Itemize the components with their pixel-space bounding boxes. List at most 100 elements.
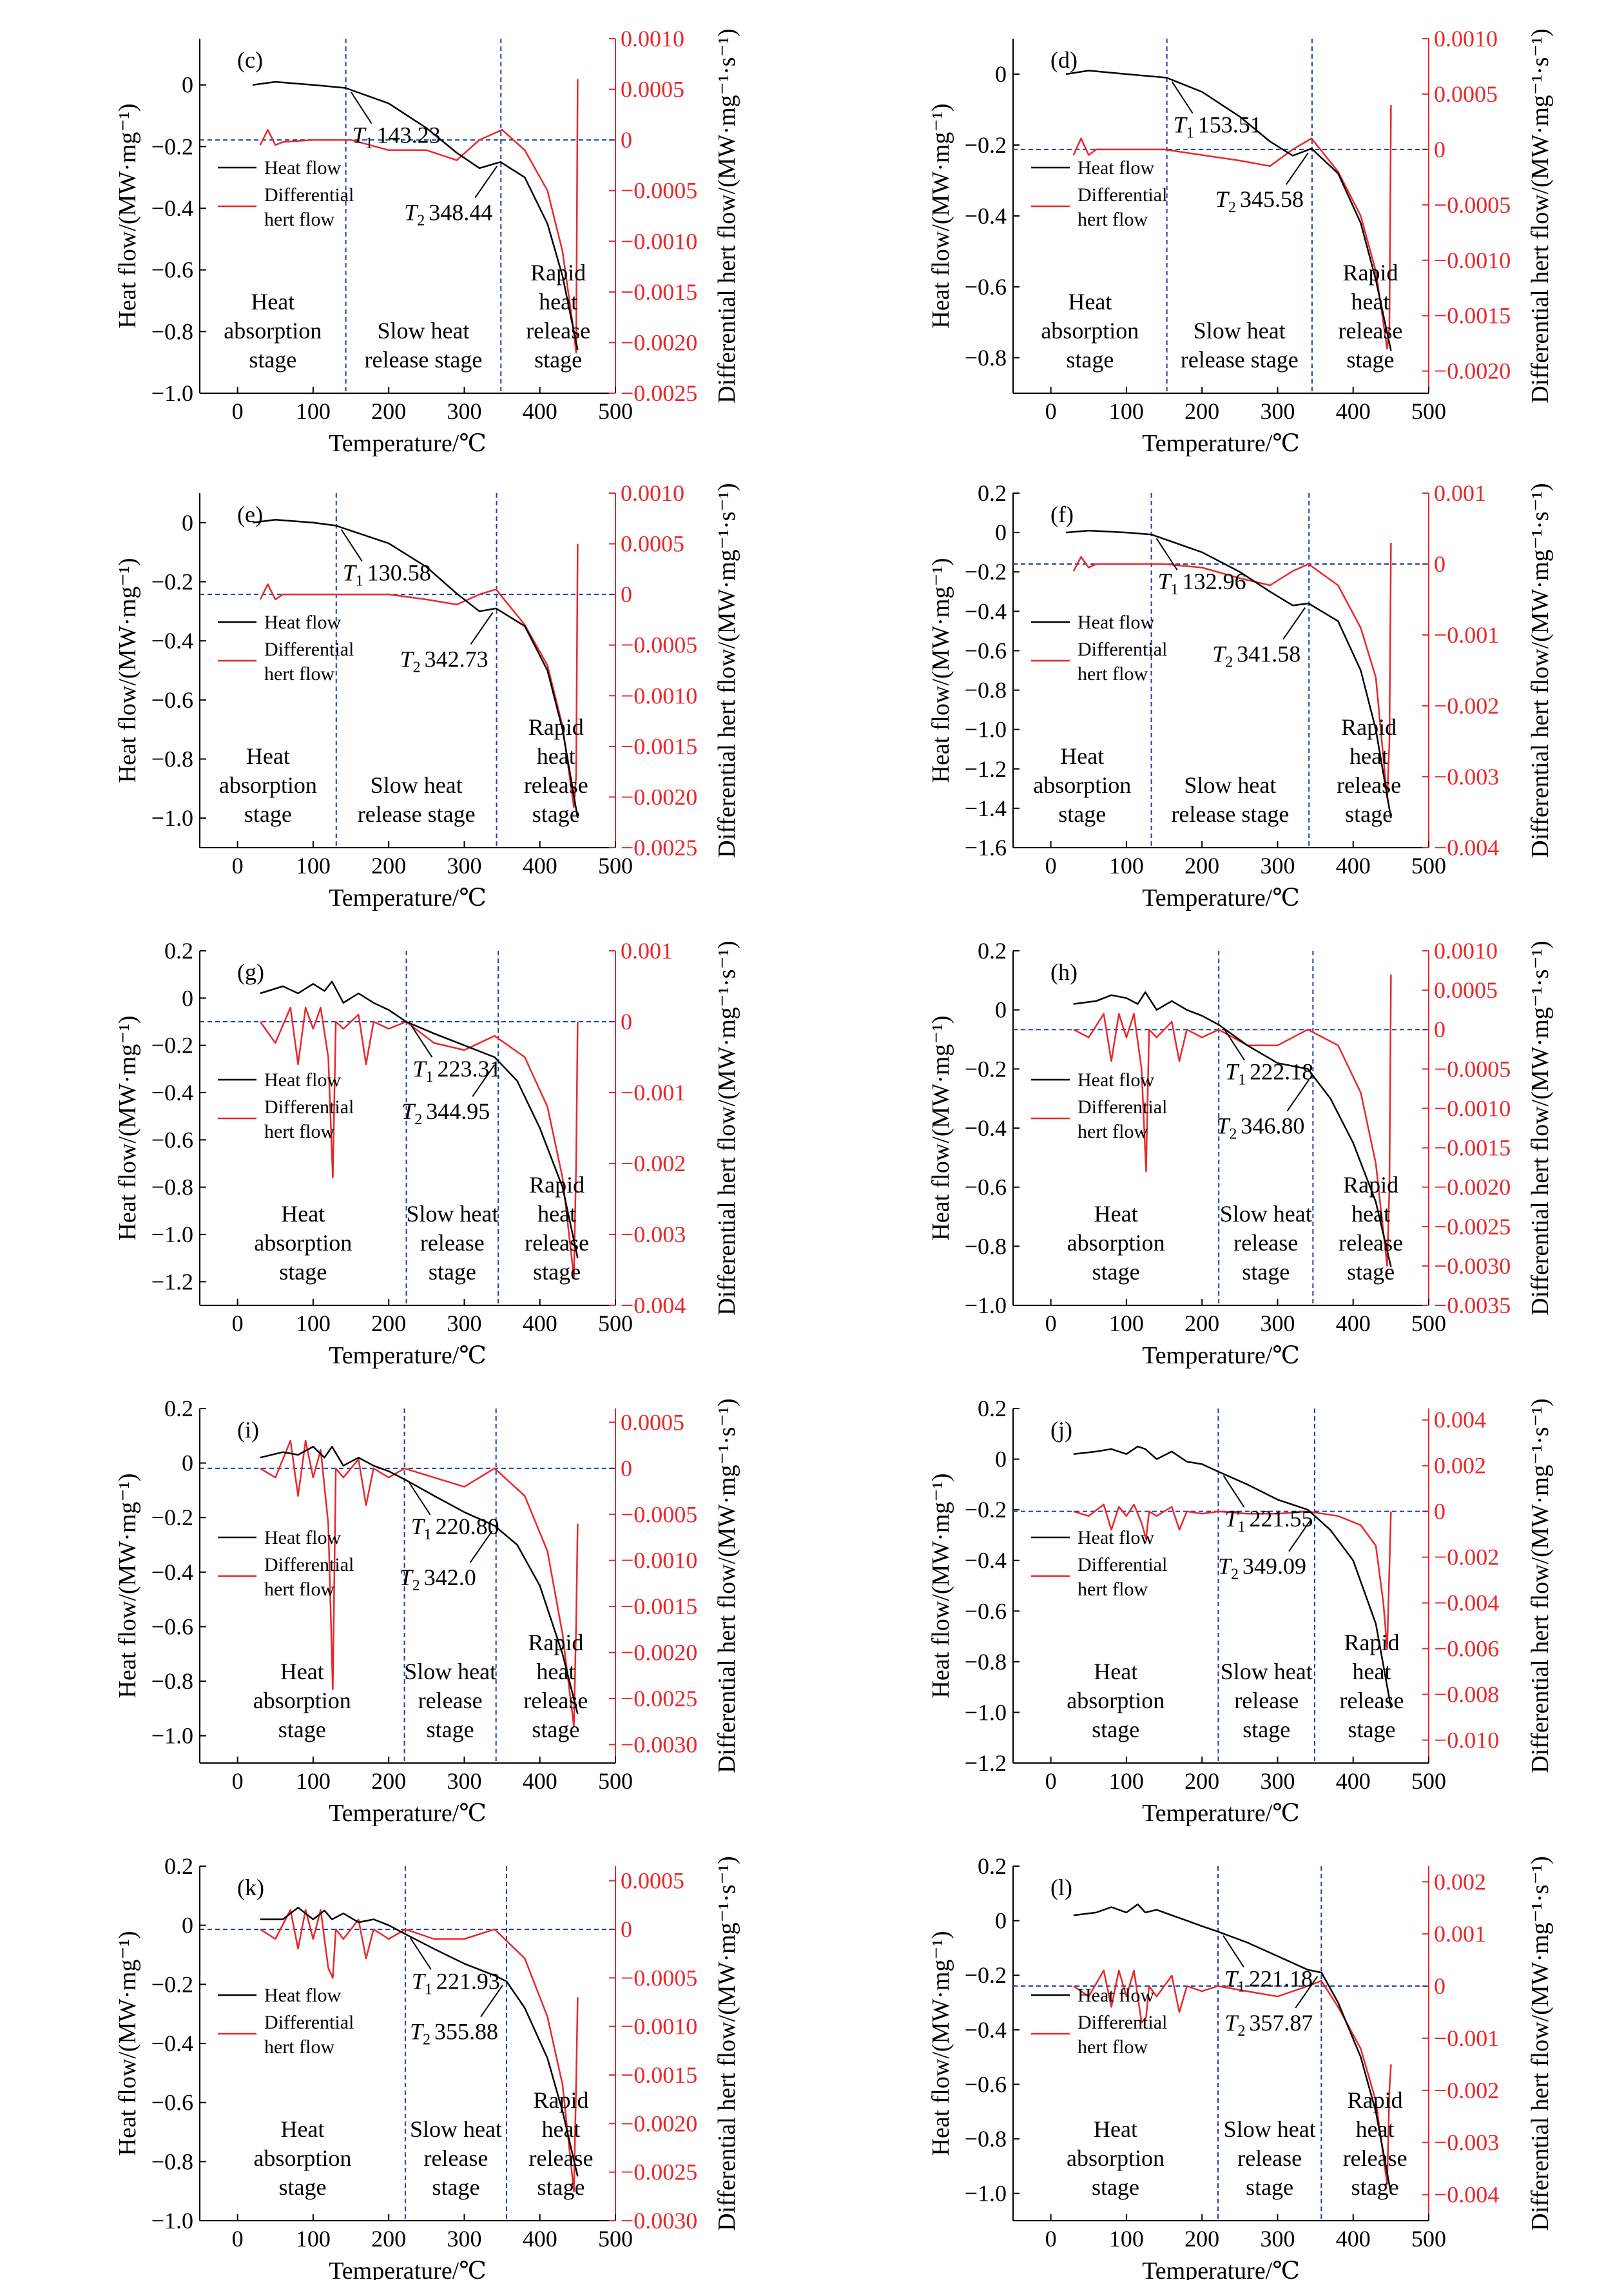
legend-heat-label: Heat flow: [1078, 157, 1154, 179]
stage-label: release: [524, 772, 588, 798]
x-tick-label: 100: [1109, 1311, 1144, 1336]
y2-tick-label: −0.0010: [621, 1548, 697, 1574]
legend-heat-label: Heat flow: [1078, 1985, 1154, 2006]
T1-annotation: T1 221.18: [1224, 1966, 1313, 1996]
x-tick-label: 500: [598, 398, 633, 424]
x-tick-label: 100: [1109, 853, 1144, 879]
y2-tick-label: −0.0025: [621, 2159, 697, 2185]
y2-tick-label: −0.008: [1434, 1682, 1499, 1708]
T2-subscript: 2: [414, 1111, 422, 1128]
T2-symbol: T: [1212, 641, 1227, 667]
y-axis-label: Heat flow/(MW·mg⁻¹): [114, 1931, 141, 2156]
T1-value: 143.23: [377, 122, 441, 148]
y2-tick-label: −0.0025: [1434, 1214, 1511, 1240]
x-tick-label: 500: [598, 853, 633, 879]
y2-tick-label: 0.0010: [621, 26, 684, 52]
y2-tick-label: −0.0015: [1434, 1135, 1511, 1161]
y-tick-label: −1.2: [965, 756, 1007, 782]
y-tick-label: −0.4: [965, 1115, 1007, 1141]
T1-annotation: T1 221.93: [412, 1968, 500, 1998]
y2-tick-label: 0: [1434, 137, 1445, 162]
T2-symbol: T: [400, 1564, 414, 1590]
stage-label: release: [1237, 2145, 1302, 2171]
T1-symbol: T: [1225, 1059, 1240, 1085]
T1-arrow: [1171, 81, 1194, 114]
legend-heat-label: Heat flow: [264, 1985, 341, 2006]
y-tick-label: −0.6: [965, 638, 1007, 663]
y-tick-label: 0: [995, 520, 1007, 545]
T2-symbol: T: [1224, 2010, 1239, 2036]
legend-heat-label: Heat flow: [264, 1069, 341, 1091]
stage-label: Heat: [1094, 1659, 1137, 1684]
x-tick-label: 500: [598, 2226, 633, 2252]
x-axis-label: Temperature/℃: [1142, 2257, 1300, 2280]
stage-label: absorption: [254, 1230, 352, 1256]
y2-tick-label: −0.001: [621, 1080, 686, 1106]
stage-label: Heat: [281, 1201, 325, 1227]
x-tick-label: 300: [447, 1311, 481, 1336]
chart-panel-h: 0 100 200 300 400 500 0.2 0 −0.2 −0.4 −0.6 −0.8 −1.0…: [927, 938, 1554, 1369]
y2-tick-label: 0: [621, 581, 632, 607]
x-tick-label: 100: [296, 398, 331, 424]
y2-tick-label: 0: [1434, 1017, 1445, 1042]
stage-label: release: [529, 2145, 594, 2171]
y2-tick-label: −0.0005: [621, 1501, 697, 1527]
y2-axis-label: Differential hert flow/(MW·mg⁻¹·s⁻¹): [1527, 28, 1554, 403]
T1-subscript: 1: [1237, 1519, 1245, 1535]
y-tick-label: −0.6: [965, 274, 1007, 300]
y-tick-label: −0.6: [151, 1127, 193, 1153]
stage-label: stage: [429, 1259, 476, 1285]
y-tick-label: −0.2: [151, 1505, 193, 1530]
T2-value: 355.88: [434, 2019, 498, 2045]
x-tick-label: 100: [296, 1768, 331, 1794]
stage-label: Heat: [1094, 2116, 1137, 2142]
stage-label: Slow heat: [371, 772, 463, 798]
y-tick-label: −0.8: [965, 345, 1007, 371]
y2-axis-label: Differential hert flow/(MW·mg⁻¹·s⁻¹): [713, 1398, 740, 1773]
stage-label: Heat: [1060, 743, 1104, 769]
stage-label: release: [420, 1230, 485, 1256]
x-tick-label: 500: [1411, 853, 1446, 879]
y-axis-label: Heat flow/(MW·mg⁻¹): [927, 1931, 954, 2156]
heat-flow-line: [252, 81, 579, 351]
T1-symbol: T: [411, 1514, 426, 1539]
x-tick-label: 200: [371, 2226, 406, 2252]
T1-annotation: T1 153.51: [1174, 112, 1262, 142]
T1-subscript: 1: [426, 1069, 434, 1086]
y2-tick-label: 0.0005: [621, 1409, 684, 1435]
y-tick-label: 0.2: [164, 1853, 193, 1879]
x-tick-label: 100: [296, 2226, 331, 2252]
legend-diff-label: Differential: [1078, 639, 1167, 660]
y2-tick-label: −0.0005: [621, 632, 697, 658]
stage-label: release: [1233, 1230, 1298, 1256]
x-tick-label: 300: [1260, 398, 1295, 424]
y-tick-label: −0.2: [965, 1962, 1007, 1988]
stage-label: stage: [278, 1717, 326, 1742]
stage-label: absorption: [1041, 318, 1139, 344]
y2-axis-label: Differential hert flow/(MW·mg⁻¹·s⁻¹): [713, 483, 740, 857]
y-tick-label: 0: [995, 1447, 1007, 1472]
stage-label: stage: [1351, 2174, 1399, 2200]
T1-symbol: T: [353, 122, 367, 148]
legend-diff-label: Differential: [264, 184, 354, 206]
x-tick-label: 300: [1260, 1311, 1295, 1336]
stage-label: release stage: [358, 801, 476, 827]
T2-subscript: 2: [1237, 2023, 1245, 2040]
stage-label: stage: [1345, 801, 1393, 827]
y-axis-label: Heat flow/(MW·mg⁻¹): [927, 558, 954, 783]
stage-label: release stage: [1181, 347, 1299, 373]
y2-axis-label: Differential hert flow/(MW·mg⁻¹·s⁻¹): [1527, 483, 1554, 857]
heat-flow-line: [1073, 991, 1392, 1267]
stage-label: Rapid: [528, 1630, 583, 1655]
stage-label: heat: [1356, 2116, 1395, 2142]
stage-label: heat: [539, 289, 577, 315]
T2-subscript: 2: [423, 2032, 430, 2049]
y-axis-label: Heat flow/(MW·mg⁻¹): [927, 103, 954, 328]
x-tick-label: 300: [447, 2226, 481, 2252]
y-tick-label: −0.6: [151, 257, 193, 283]
y-tick-label: 0: [995, 61, 1007, 87]
y-tick-label: −0.4: [151, 1559, 193, 1585]
y2-tick-label: −0.0020: [621, 784, 697, 810]
legend-diff-label: Differential: [264, 639, 354, 660]
y-tick-label: 0: [182, 72, 193, 98]
